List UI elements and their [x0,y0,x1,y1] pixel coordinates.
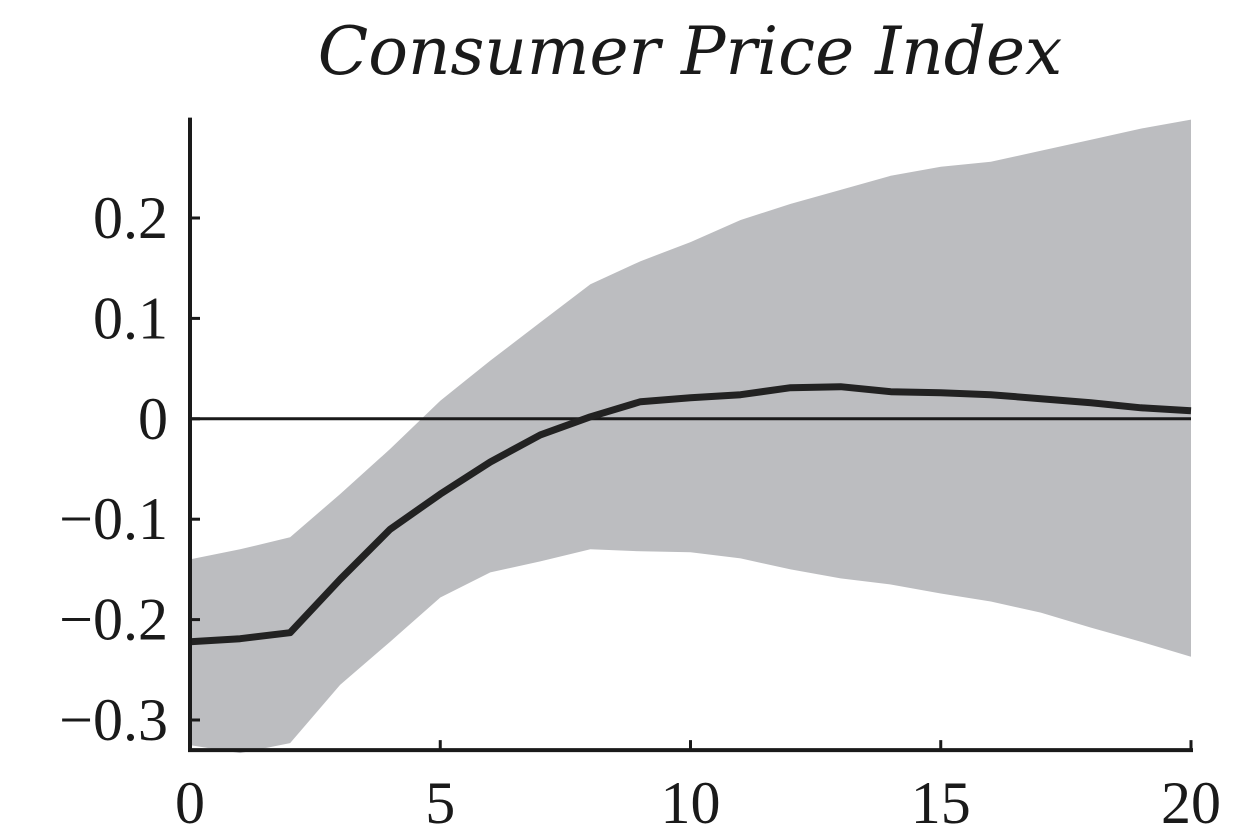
x-tick-label: 5 [425,770,455,836]
confidence-band [190,119,1191,754]
x-tick-label: 20 [1161,770,1221,836]
x-tick-label: 0 [175,770,205,836]
y-tick-label: −0.3 [59,687,168,753]
x-tick-label: 10 [661,770,721,836]
chart-title: Consumer Price Index [318,13,1062,90]
y-tick-label: −0.1 [59,486,168,552]
y-tick-label: −0.2 [59,587,168,653]
y-tick-label: 0.1 [93,285,168,351]
response-line [189,383,1192,646]
y-tick-label: 0 [138,386,168,452]
y-tick-label: 0.2 [93,185,168,251]
x-tick-label: 15 [911,770,971,836]
